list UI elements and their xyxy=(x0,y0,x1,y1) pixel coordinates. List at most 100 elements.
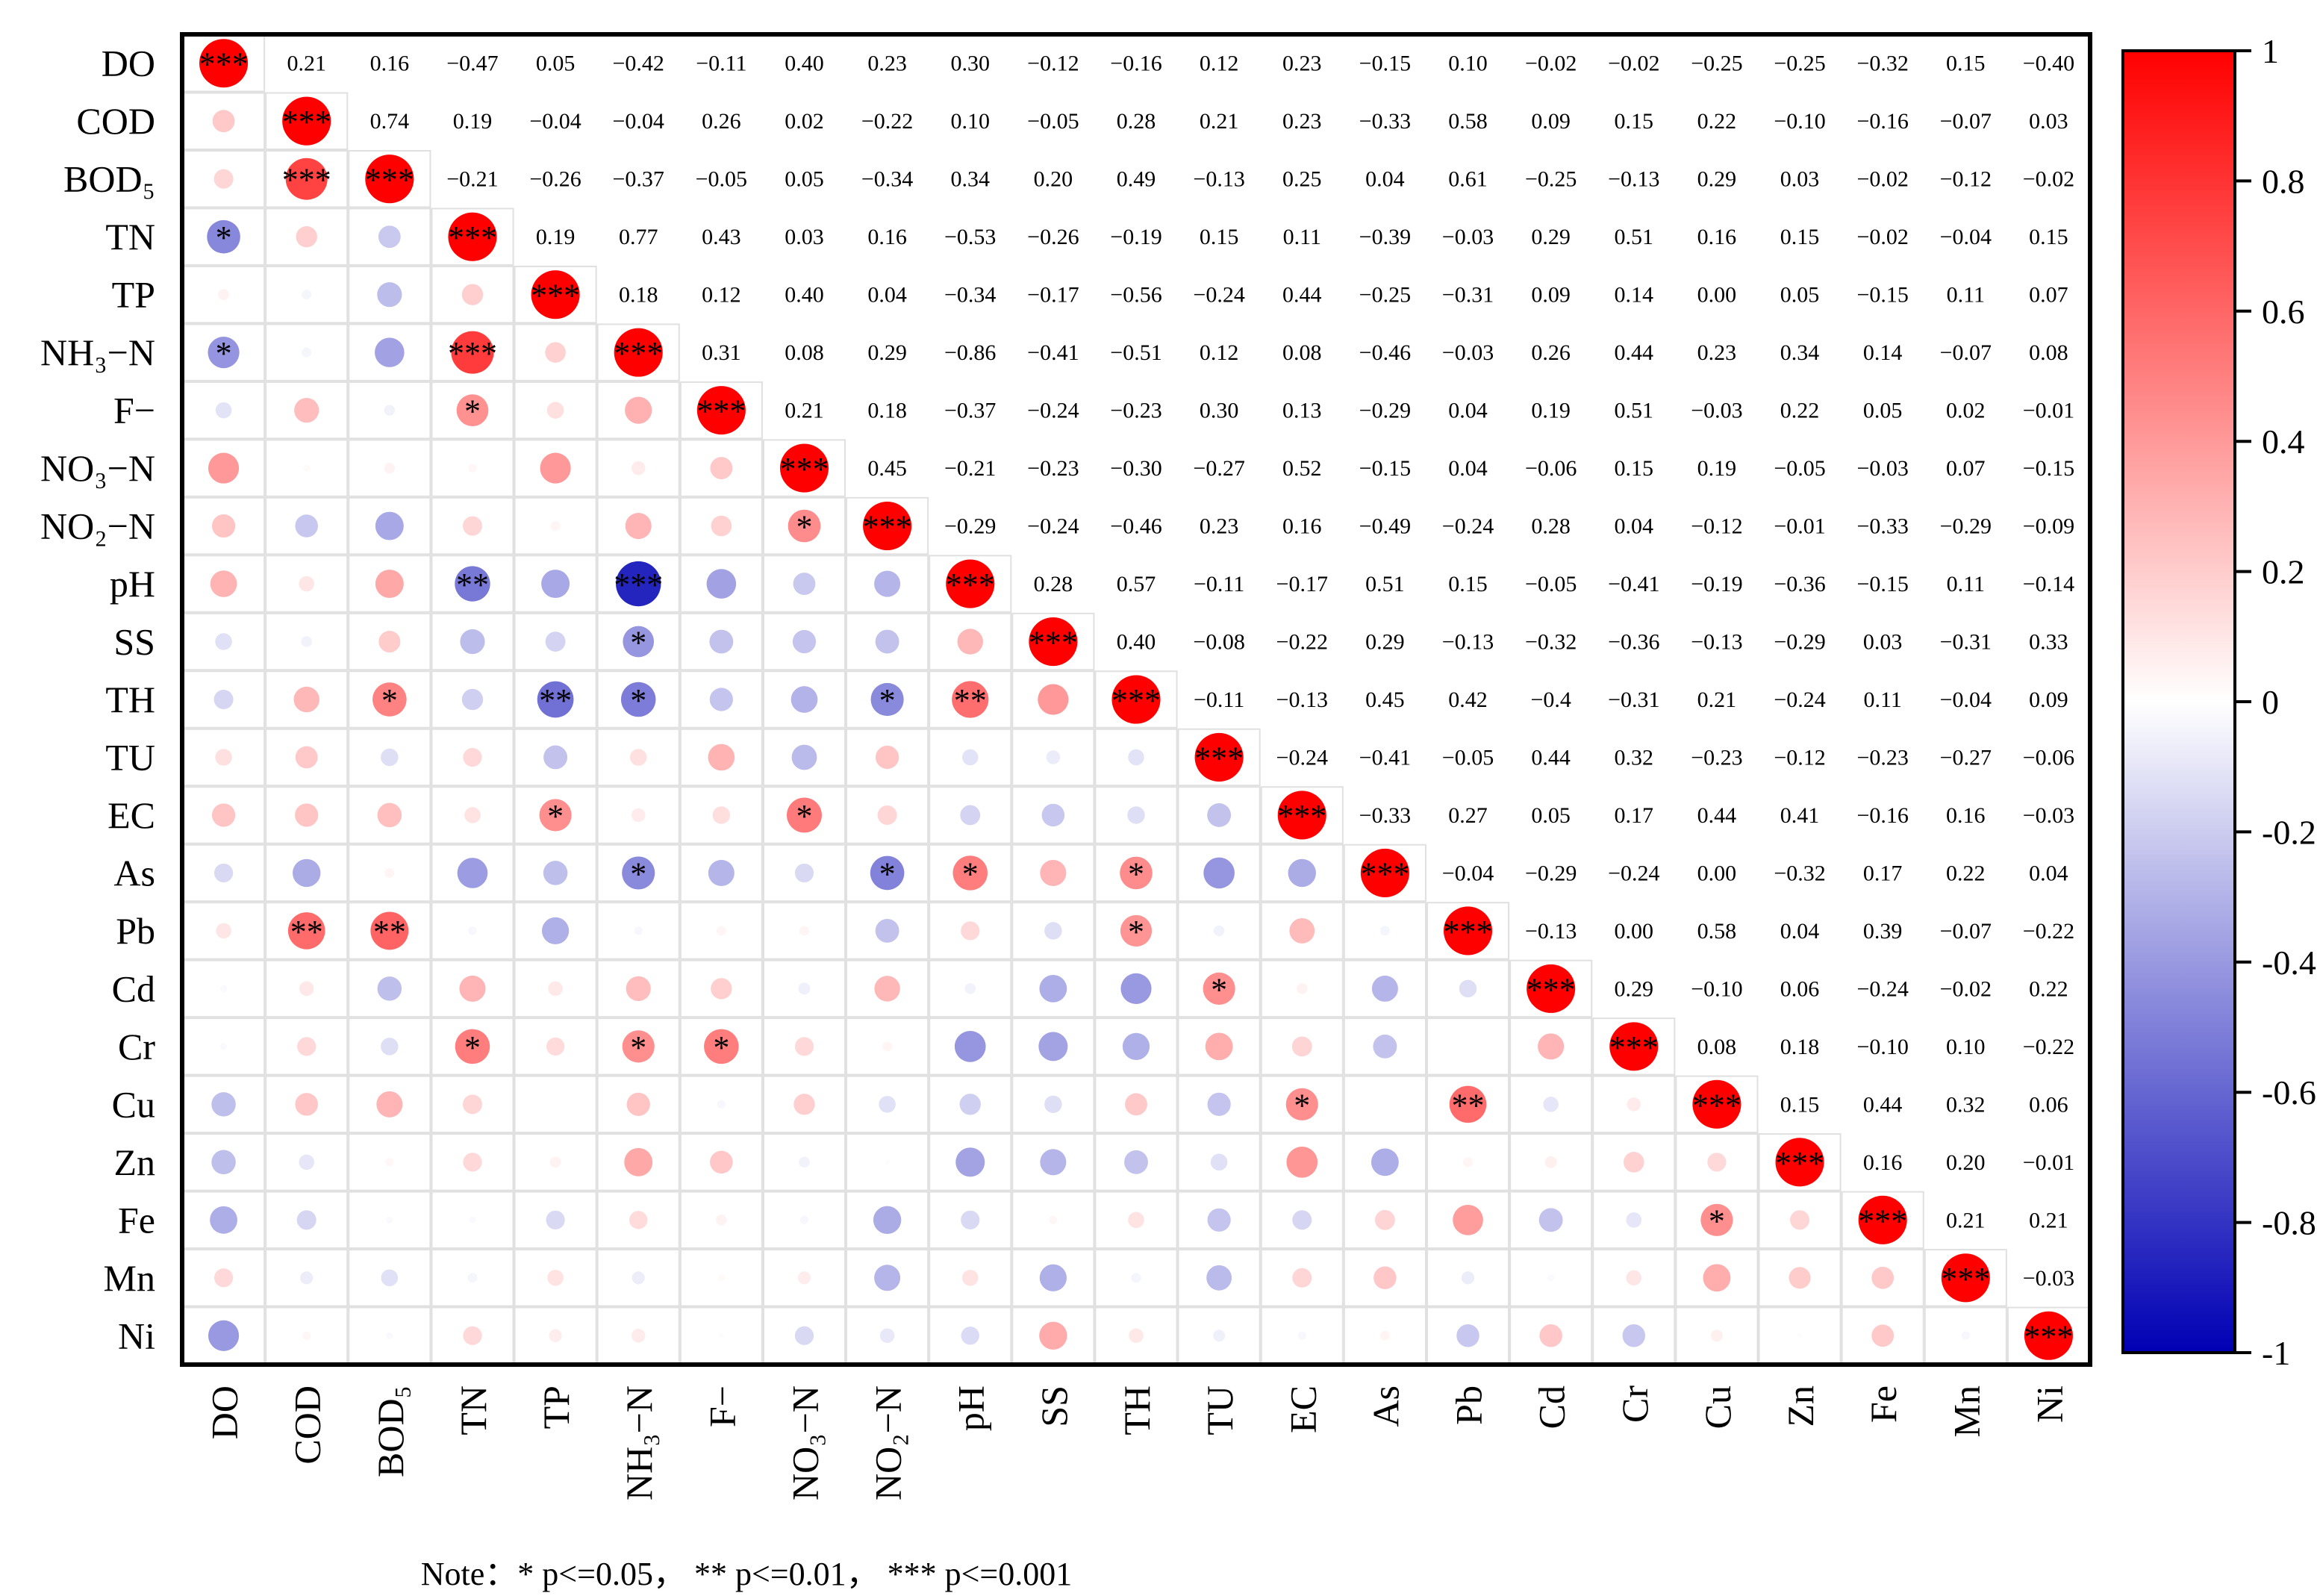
correlation-circle xyxy=(625,396,652,424)
coefficient-label: 0.04 xyxy=(1780,919,1820,944)
coefficient-label: −0.33 xyxy=(1359,109,1411,134)
y-axis-label: NH₃−N xyxy=(40,331,155,373)
correlation-circle xyxy=(293,858,321,888)
coefficient-label: −0.23 xyxy=(1691,745,1742,770)
correlation-circle xyxy=(537,681,574,718)
correlation-circle xyxy=(863,502,912,551)
correlation-circle xyxy=(716,926,726,936)
correlation-circle xyxy=(381,748,399,767)
coefficient-label: 0.20 xyxy=(1034,167,1073,192)
correlation-circle xyxy=(620,682,656,717)
correlation-circle xyxy=(1373,1034,1397,1059)
coefficient-label: 0.14 xyxy=(1863,340,1903,365)
coefficient-label: −0.01 xyxy=(2023,399,2074,423)
coefficient-label: −0.02 xyxy=(1940,976,1992,1001)
correlation-circle xyxy=(882,1041,893,1052)
correlation-circle xyxy=(1039,1321,1067,1350)
coefficient-label: −0.31 xyxy=(1940,630,1992,655)
correlation-circle xyxy=(711,978,732,1000)
coefficient-label: 0.00 xyxy=(1697,861,1737,885)
coefficient-label: 0.45 xyxy=(1365,688,1405,712)
significance-star: *** xyxy=(199,46,249,83)
significance-star: *** xyxy=(448,335,497,372)
correlation-circle xyxy=(625,513,652,540)
coefficient-label: −0.12 xyxy=(1774,745,1825,770)
y-axis-label: Fe xyxy=(118,1199,155,1241)
correlation-circle xyxy=(626,1092,650,1116)
coefficient-label: −0.15 xyxy=(1359,52,1411,76)
correlation-circle xyxy=(960,805,981,826)
correlation-circle xyxy=(213,689,234,710)
coefficient-label: 0.23 xyxy=(1200,514,1239,539)
correlation-circle xyxy=(468,926,477,935)
grid-cell xyxy=(182,381,266,440)
coefficient-label: 0.00 xyxy=(1697,283,1737,308)
correlation-circle xyxy=(1207,1092,1231,1116)
coefficient-label: 0.02 xyxy=(785,109,824,134)
coefficient-label: 0.39 xyxy=(1863,919,1903,944)
y-axis-label: F− xyxy=(113,390,155,431)
correlation-circle xyxy=(1379,1330,1390,1341)
significance-star: * xyxy=(630,682,646,719)
coefficient-label: 0.18 xyxy=(867,399,907,423)
coefficient-label: −0.27 xyxy=(1940,745,1992,770)
significance-star: ** xyxy=(539,682,572,719)
significance-star: * xyxy=(796,798,812,835)
coefficient-label: 0.43 xyxy=(702,225,741,249)
correlation-circle xyxy=(1858,1195,1907,1244)
correlation-circle xyxy=(799,1215,809,1224)
coefficient-label: 0.29 xyxy=(1365,630,1405,655)
coefficient-label: 0.58 xyxy=(1448,109,1488,134)
coefficient-label: −0.17 xyxy=(1276,572,1328,596)
correlation-circle xyxy=(540,452,571,484)
coefficient-label: −0.03 xyxy=(1442,225,1494,249)
coefficient-label: −0.15 xyxy=(1359,456,1411,481)
grid-cell xyxy=(1094,1075,1178,1134)
x-axis-label: Zn xyxy=(1780,1385,1821,1427)
correlation-circle xyxy=(1547,1274,1555,1282)
significance-star: * xyxy=(962,855,979,892)
coefficient-label: 0.15 xyxy=(1615,109,1654,134)
coefficient-label: 0.41 xyxy=(1780,803,1820,828)
correlation-circle xyxy=(1700,1203,1733,1236)
correlation-circle xyxy=(199,39,249,88)
correlation-circle xyxy=(1049,1215,1058,1224)
significance-star: *** xyxy=(448,219,497,256)
correlation-circle xyxy=(634,926,643,935)
coefficient-label: −0.24 xyxy=(1193,283,1244,308)
coefficient-label: −0.27 xyxy=(1193,456,1244,481)
correlation-circle xyxy=(1456,1324,1479,1347)
significance-star: ** xyxy=(373,914,406,950)
coefficient-label: 0.18 xyxy=(1780,1035,1820,1059)
correlation-circle xyxy=(531,270,580,319)
y-axis-label: COD xyxy=(76,100,155,142)
coefficient-label: −0.42 xyxy=(613,52,664,76)
coefficient-label: 0.16 xyxy=(1863,1150,1903,1175)
grid-cell xyxy=(431,381,514,440)
correlation-circle xyxy=(302,1331,311,1340)
correlation-circle xyxy=(1379,926,1390,936)
coefficient-label: 0.10 xyxy=(1946,1035,1986,1059)
coefficient-label: −0.24 xyxy=(1442,514,1494,539)
significance-star: * xyxy=(630,1029,646,1066)
colorbar-tick-label: -0.2 xyxy=(2262,813,2316,851)
significance-star: * xyxy=(1128,855,1144,892)
coefficient-label: −0.04 xyxy=(613,109,664,134)
significance-star: * xyxy=(547,798,564,835)
correlation-circle xyxy=(879,1328,895,1344)
coefficient-label: 0.21 xyxy=(785,399,824,423)
coefficient-label: −0.46 xyxy=(1359,340,1411,365)
coefficient-label: −0.31 xyxy=(1608,688,1659,712)
correlation-circle xyxy=(961,921,980,941)
grid-cell xyxy=(348,496,431,555)
coefficient-label: −0.05 xyxy=(696,167,747,192)
coefficient-label: 0.04 xyxy=(1365,167,1405,192)
grid-cell xyxy=(514,902,597,960)
correlation-circle xyxy=(712,806,731,824)
correlation-circle xyxy=(1205,1032,1233,1061)
coefficient-label: 0.05 xyxy=(1531,803,1571,828)
correlation-circle xyxy=(459,975,486,1002)
correlation-circle xyxy=(1111,675,1161,724)
significance-star: * xyxy=(464,393,481,430)
coefficient-label: 0.19 xyxy=(536,225,576,249)
